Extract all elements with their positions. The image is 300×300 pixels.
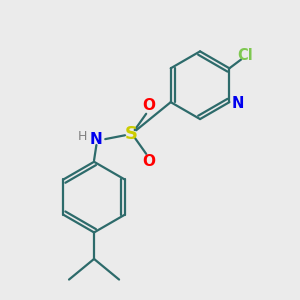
Text: S: S	[124, 125, 137, 143]
Text: H: H	[78, 130, 88, 143]
Text: Cl: Cl	[238, 48, 254, 63]
Text: N: N	[231, 96, 244, 111]
Text: N: N	[90, 132, 103, 147]
Text: O: O	[142, 154, 155, 169]
Text: O: O	[142, 98, 155, 113]
